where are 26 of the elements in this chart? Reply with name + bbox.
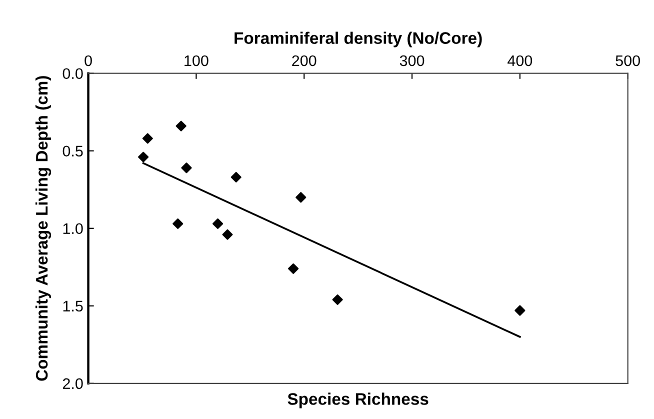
y-tick-label: 1.5 — [63, 300, 83, 312]
y-tick-label: 1.0 — [63, 223, 83, 234]
point — [288, 263, 299, 274]
x-tick-label: 100 — [184, 55, 208, 66]
y-tick-label: 2.0 — [62, 378, 83, 390]
x-tick-label: 200 — [292, 55, 316, 66]
x-tick-label: 0 — [84, 55, 92, 66]
x-tick-label: 300 — [400, 55, 424, 66]
point — [142, 133, 153, 144]
x-tick-label: 400 — [508, 55, 532, 66]
x-tick-label: 500 — [616, 55, 640, 66]
x-axis-title: Foraminiferal density (No/Core) — [234, 32, 482, 48]
point — [138, 152, 149, 162]
y-tick-label: 0.0 — [62, 68, 83, 80]
point — [296, 192, 306, 203]
point — [222, 229, 233, 240]
y-tick-label: 0.5 — [62, 146, 83, 157]
point — [514, 305, 526, 316]
point — [332, 294, 343, 305]
point — [181, 162, 192, 174]
point — [176, 120, 186, 132]
point — [230, 172, 242, 182]
y-axis-title: Community Average Living Depth (cm) — [35, 76, 52, 381]
text: Species Richness — [288, 392, 428, 408]
point — [172, 218, 184, 230]
point — [212, 218, 224, 230]
